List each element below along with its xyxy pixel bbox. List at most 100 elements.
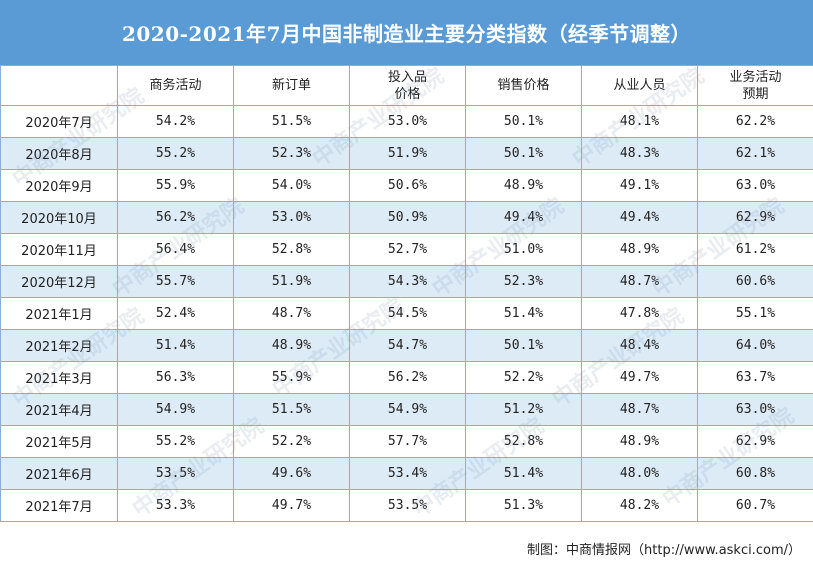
value-cell: 61.2% <box>697 233 813 266</box>
value-cell: 48.7% <box>581 265 698 298</box>
table-row: 2020年12月 55.7% 51.9% 54.3% 52.3% 48.7% 60.6% <box>0 265 813 298</box>
value-cell: 60.7% <box>697 489 813 522</box>
value-cell: 53.0% <box>233 201 350 234</box>
table-row: 2021年2月 51.4% 48.9% 54.7% 50.1% 48.4% 64.0% <box>0 329 813 362</box>
table-row: 2020年7月 54.2% 51.5% 53.0% 50.1% 48.1% 62.2% <box>0 105 813 138</box>
value-cell: 52.8% <box>233 233 350 266</box>
value-cell: 51.4% <box>117 329 234 362</box>
value-cell: 50.1% <box>465 329 582 362</box>
value-cell: 51.5% <box>233 105 350 138</box>
value-cell: 63.0% <box>697 393 813 426</box>
month-cell: 2020年7月 <box>0 105 118 138</box>
value-cell: 51.9% <box>349 137 466 170</box>
value-cell: 57.7% <box>349 425 466 458</box>
value-cell: 49.1% <box>581 169 698 202</box>
value-cell: 55.7% <box>117 265 234 298</box>
value-cell: 48.3% <box>581 137 698 170</box>
value-cell: 53.0% <box>349 105 466 138</box>
table-row: 2021年3月 56.3% 55.9% 56.2% 52.2% 49.7% 63.7% <box>0 361 813 394</box>
value-cell: 50.1% <box>465 105 582 138</box>
month-cell: 2021年2月 <box>0 329 118 362</box>
value-cell: 48.4% <box>581 329 698 362</box>
value-cell: 51.0% <box>465 233 582 266</box>
value-cell: 49.4% <box>465 201 582 234</box>
value-cell: 56.4% <box>117 233 234 266</box>
value-cell: 52.3% <box>465 265 582 298</box>
month-cell: 2020年11月 <box>0 233 118 266</box>
value-cell: 48.9% <box>465 169 582 202</box>
column-header: 新订单 <box>233 65 350 106</box>
value-cell: 54.7% <box>349 329 466 362</box>
month-cell: 2020年10月 <box>0 201 118 234</box>
value-cell: 48.9% <box>581 425 698 458</box>
value-cell: 51.5% <box>233 393 350 426</box>
value-cell: 56.2% <box>117 201 234 234</box>
value-cell: 49.6% <box>233 457 350 490</box>
value-cell: 62.2% <box>697 105 813 138</box>
value-cell: 55.9% <box>233 361 350 394</box>
value-cell: 52.4% <box>117 297 234 330</box>
month-cell: 2021年3月 <box>0 361 118 394</box>
value-cell: 53.5% <box>117 457 234 490</box>
value-cell: 60.8% <box>697 457 813 490</box>
table-row: 2021年6月 53.5% 49.6% 53.4% 51.4% 48.0% 60.8% <box>0 457 813 490</box>
table-row: 2020年10月 56.2% 53.0% 50.9% 49.4% 49.4% 62.9% <box>0 201 813 234</box>
value-cell: 54.9% <box>349 393 466 426</box>
value-cell: 48.1% <box>581 105 698 138</box>
value-cell: 47.8% <box>581 297 698 330</box>
table-row: 2021年5月 55.2% 52.2% 57.7% 52.8% 48.9% 62.9% <box>0 425 813 458</box>
value-cell: 55.2% <box>117 425 234 458</box>
column-header: 销售价格 <box>465 65 582 106</box>
value-cell: 51.2% <box>465 393 582 426</box>
month-cell: 2020年8月 <box>0 137 118 170</box>
value-cell: 51.3% <box>465 489 582 522</box>
value-cell: 48.0% <box>581 457 698 490</box>
value-cell: 52.2% <box>233 425 350 458</box>
column-header: 业务活动 预期 <box>697 65 813 106</box>
value-cell: 54.2% <box>117 105 234 138</box>
value-cell: 64.0% <box>697 329 813 362</box>
table-row: 2021年4月 54.9% 51.5% 54.9% 51.2% 48.7% 63.0% <box>0 393 813 426</box>
value-cell: 53.5% <box>349 489 466 522</box>
value-cell: 54.0% <box>233 169 350 202</box>
column-header: 投入品 价格 <box>349 65 466 106</box>
value-cell: 50.9% <box>349 201 466 234</box>
value-cell: 48.9% <box>233 329 350 362</box>
table-body: 2020年7月 54.2% 51.5% 53.0% 50.1% 48.1% 62.2% 202… <box>0 105 813 522</box>
value-cell: 52.2% <box>465 361 582 394</box>
value-cell: 50.6% <box>349 169 466 202</box>
value-cell: 49.4% <box>581 201 698 234</box>
value-cell: 53.3% <box>117 489 234 522</box>
month-cell: 2021年7月 <box>0 489 118 522</box>
value-cell: 60.6% <box>697 265 813 298</box>
index-table: 商务活动 新订单 投入品 价格 销售价格 从业人员 业务活动 预期 2020年7月 54.2% 5… <box>0 65 813 522</box>
value-cell: 48.2% <box>581 489 698 522</box>
value-cell: 51.4% <box>465 457 582 490</box>
value-cell: 48.7% <box>581 393 698 426</box>
column-header: 从业人员 <box>581 65 698 106</box>
table-row: 2021年1月 52.4% 48.7% 54.5% 51.4% 47.8% 55.1% <box>0 297 813 330</box>
value-cell: 51.9% <box>233 265 350 298</box>
table-row: 2020年8月 55.2% 52.3% 51.9% 50.1% 48.3% 62.1% <box>0 137 813 170</box>
value-cell: 51.4% <box>465 297 582 330</box>
value-cell: 55.9% <box>117 169 234 202</box>
value-cell: 55.2% <box>117 137 234 170</box>
value-cell: 54.9% <box>117 393 234 426</box>
value-cell: 53.4% <box>349 457 466 490</box>
header-corner <box>0 65 118 106</box>
value-cell: 52.7% <box>349 233 466 266</box>
value-cell: 48.7% <box>233 297 350 330</box>
column-header: 商务活动 <box>117 65 234 106</box>
value-cell: 55.1% <box>697 297 813 330</box>
value-cell: 63.7% <box>697 361 813 394</box>
table-row: 2020年11月 56.4% 52.8% 52.7% 51.0% 48.9% 61.2% <box>0 233 813 266</box>
value-cell: 49.7% <box>233 489 350 522</box>
value-cell: 50.1% <box>465 137 582 170</box>
value-cell: 54.5% <box>349 297 466 330</box>
table-row: 2021年7月 53.3% 49.7% 53.5% 51.3% 48.2% 60.7% <box>0 489 813 522</box>
month-cell: 2020年12月 <box>0 265 118 298</box>
value-cell: 56.3% <box>117 361 234 394</box>
table-header-row: 商务活动 新订单 投入品 价格 销售价格 从业人员 业务活动 预期 <box>0 65 813 106</box>
month-cell: 2021年6月 <box>0 457 118 490</box>
